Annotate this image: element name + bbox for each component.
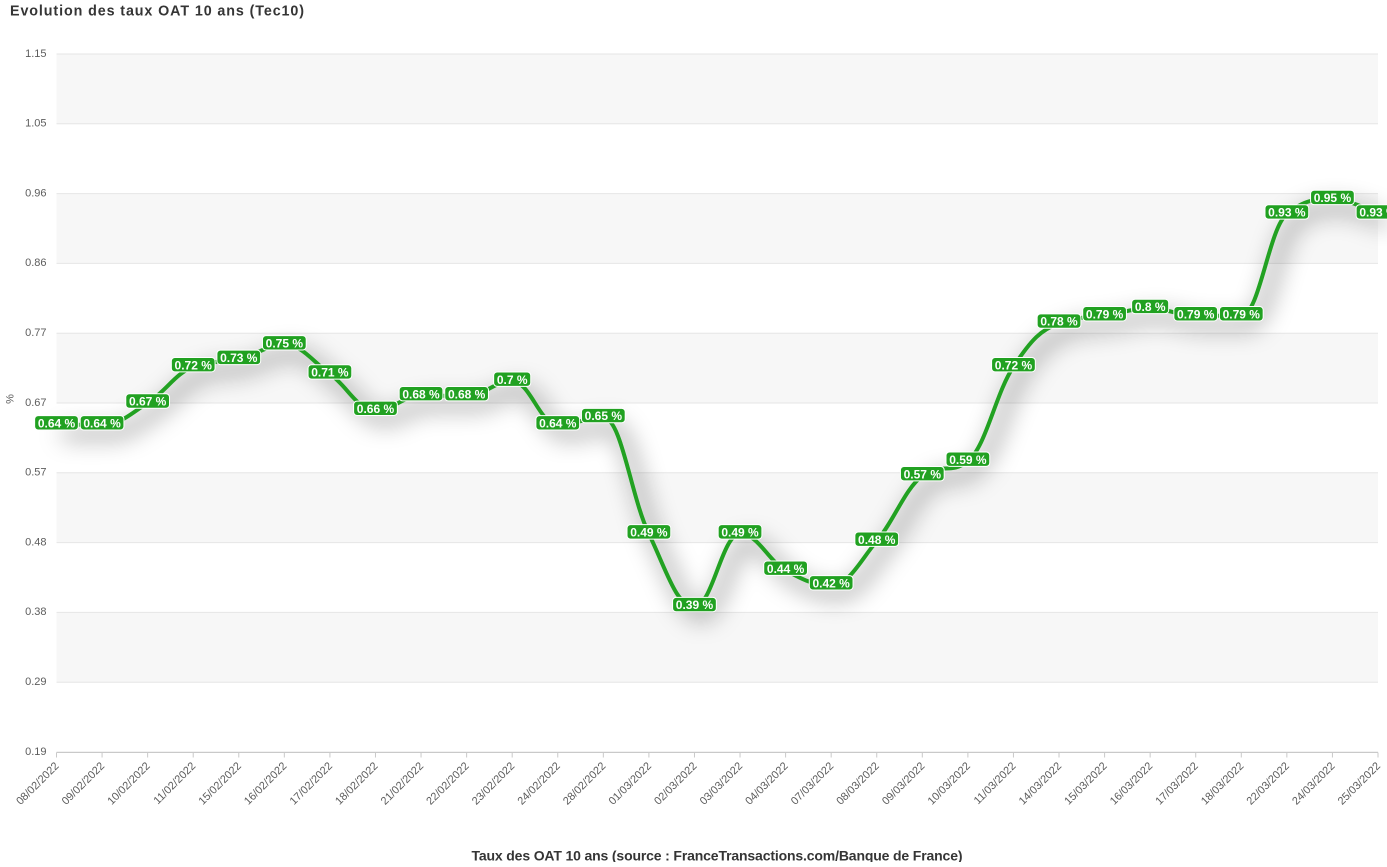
svg-text:Taux des OAT 10 ans (source :: Taux des OAT 10 ans (source : FranceTran… <box>472 848 963 863</box>
svg-text:0.49 %: 0.49 % <box>630 525 668 539</box>
svg-text:0.49 %: 0.49 % <box>721 525 759 539</box>
svg-text:0.67 %: 0.67 % <box>129 395 167 409</box>
svg-text:0.78 %: 0.78 % <box>1040 315 1078 329</box>
svg-text:0.42 %: 0.42 % <box>812 576 850 590</box>
svg-text:0.75 %: 0.75 % <box>266 336 304 350</box>
svg-text:0.73 %: 0.73 % <box>220 351 258 365</box>
svg-text:0.29: 0.29 <box>25 676 46 688</box>
svg-text:0.44 %: 0.44 % <box>767 562 805 576</box>
svg-text:0.72 %: 0.72 % <box>175 358 213 372</box>
svg-text:0.38: 0.38 <box>25 606 46 618</box>
svg-text:0.59 %: 0.59 % <box>949 453 987 467</box>
svg-text:0.79 %: 0.79 % <box>1177 307 1215 321</box>
svg-text:0.64 %: 0.64 % <box>539 416 577 430</box>
svg-text:0.72 %: 0.72 % <box>995 358 1033 372</box>
svg-text:1.15: 1.15 <box>25 48 46 60</box>
svg-text:0.79 %: 0.79 % <box>1223 307 1261 321</box>
svg-text:1.05: 1.05 <box>25 118 46 130</box>
svg-text:0.64 %: 0.64 % <box>83 416 121 430</box>
svg-text:0.48 %: 0.48 % <box>858 533 896 547</box>
svg-text:0.57: 0.57 <box>25 467 46 479</box>
svg-text:0.79 %: 0.79 % <box>1086 307 1124 321</box>
svg-text:0.77: 0.77 <box>25 327 46 339</box>
svg-text:0.19: 0.19 <box>25 746 46 758</box>
svg-text:0.68 %: 0.68 % <box>448 387 486 401</box>
svg-text:0.8 %: 0.8 % <box>1135 300 1166 314</box>
svg-text:Evolution des taux OAT 10 ans: Evolution des taux OAT 10 ans (Tec10) <box>10 4 304 20</box>
svg-text:0.68 %: 0.68 % <box>402 387 440 401</box>
svg-text:%: % <box>5 394 17 404</box>
svg-text:0.93 %: 0.93 % <box>1359 206 1387 220</box>
svg-text:0.64 %: 0.64 % <box>38 416 76 430</box>
svg-text:0.95 %: 0.95 % <box>1314 191 1352 205</box>
svg-text:0.48: 0.48 <box>25 536 46 548</box>
svg-text:0.71 %: 0.71 % <box>311 366 349 380</box>
svg-text:0.65 %: 0.65 % <box>585 409 623 423</box>
svg-text:0.86: 0.86 <box>25 257 46 269</box>
svg-text:0.7 %: 0.7 % <box>497 373 528 387</box>
svg-text:0.93 %: 0.93 % <box>1268 206 1306 220</box>
svg-text:0.57 %: 0.57 % <box>904 467 942 481</box>
svg-text:0.39 %: 0.39 % <box>676 598 714 612</box>
svg-text:0.96: 0.96 <box>25 187 46 199</box>
svg-text:0.67: 0.67 <box>25 397 46 409</box>
svg-text:0.66 %: 0.66 % <box>357 402 395 416</box>
